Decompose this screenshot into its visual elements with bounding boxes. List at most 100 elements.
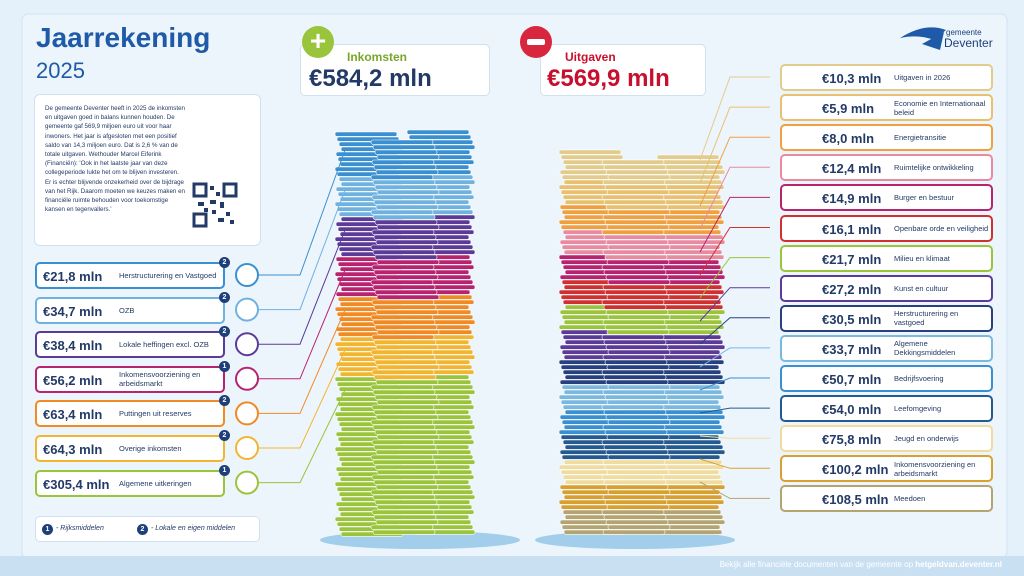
coin — [371, 439, 435, 445]
coin — [658, 264, 722, 270]
coin — [660, 234, 724, 240]
logo-mark — [900, 27, 946, 50]
income-label: Inkomsten — [347, 50, 408, 64]
coin — [603, 234, 667, 240]
connector — [699, 166, 770, 230]
badge: 2 — [219, 430, 230, 441]
coin — [607, 489, 671, 495]
connector — [699, 106, 770, 184]
coin — [603, 339, 667, 345]
title: Jaarrekening — [36, 22, 211, 53]
coin — [661, 359, 725, 365]
coin — [376, 259, 440, 265]
coin — [605, 449, 669, 455]
coin — [371, 334, 435, 340]
label: Inkomensvoorziening en arbeidsmarkt — [119, 370, 201, 389]
coin — [660, 339, 724, 345]
coin — [375, 274, 439, 280]
minus-icon — [520, 26, 552, 58]
amount: €30,5 mln — [822, 311, 882, 327]
amount: €21,7 mln — [822, 251, 882, 267]
coin — [661, 429, 725, 435]
coin — [372, 354, 436, 360]
coin — [607, 524, 671, 530]
footer-text: Bekijk alle financiële documenten van de… — [719, 560, 914, 569]
amount: €63,4 mln — [43, 407, 103, 423]
coin — [372, 494, 436, 500]
coin — [658, 159, 722, 165]
coin — [656, 154, 720, 160]
coin — [373, 234, 437, 240]
legend-badge: 1 — [42, 524, 53, 535]
income-row: €34,7 mln OZB 2 — [35, 291, 230, 324]
badge: 2 — [219, 257, 230, 268]
coin — [374, 359, 438, 365]
coin — [661, 394, 725, 400]
label: Openbare orde en veiligheid — [894, 223, 989, 233]
coin — [606, 294, 670, 300]
coin — [602, 319, 666, 325]
coin — [408, 134, 472, 140]
badge: 2 — [219, 291, 230, 303]
amount: €108,5 mln — [822, 492, 889, 508]
coin — [604, 184, 668, 190]
coin — [370, 419, 434, 425]
coin — [602, 459, 666, 465]
intro-text: De gemeente Deventer heeft in 2025 de in… — [45, 105, 185, 214]
coin — [374, 429, 438, 435]
coin — [374, 289, 438, 295]
coin — [374, 149, 438, 155]
coin — [376, 469, 440, 475]
coin — [659, 494, 723, 500]
label: Energietransitie — [894, 133, 947, 143]
coin — [376, 434, 440, 440]
coin — [604, 359, 668, 365]
coin — [603, 304, 667, 310]
label: Inkomensvoorziening en arbeidsmarkt — [894, 459, 976, 478]
connector — [699, 407, 770, 414]
income-total: Inkomsten €584,2 mln — [300, 44, 490, 96]
label: Burger en bestuur — [894, 193, 955, 203]
coin — [658, 369, 722, 375]
coin — [371, 404, 435, 410]
badge: 2 — [219, 326, 230, 338]
coin — [376, 154, 440, 160]
intro-card: De gemeente Deventer heeft in 2025 de in… — [35, 95, 260, 245]
coin — [658, 299, 722, 305]
amount: €14,9 mln — [822, 191, 882, 207]
coin — [606, 434, 670, 440]
coin — [371, 299, 435, 305]
connector — [699, 317, 770, 345]
coin — [662, 484, 726, 490]
coin — [607, 454, 671, 460]
coin — [371, 194, 435, 200]
icon — [235, 366, 259, 391]
coin — [370, 454, 434, 460]
coin — [374, 324, 438, 330]
coin — [376, 224, 440, 230]
coin — [605, 239, 669, 245]
footer: Bekijk alle financiële documenten van de… — [720, 560, 1002, 569]
year: 2025 — [36, 58, 85, 83]
coin — [604, 499, 668, 505]
coin — [661, 254, 725, 260]
coin — [662, 239, 726, 245]
coin — [376, 329, 440, 335]
coin — [662, 449, 726, 455]
expense-row: €54,0 mln Leefomgeving — [780, 395, 993, 423]
coin — [374, 254, 438, 260]
coin — [661, 184, 725, 190]
coin — [660, 479, 724, 485]
connector — [699, 136, 770, 207]
icon — [235, 401, 259, 426]
coin — [601, 369, 665, 375]
coin — [605, 414, 669, 420]
connector — [258, 149, 346, 276]
coin — [601, 334, 665, 340]
expense-amount: €569,9 mln — [547, 65, 670, 92]
amount: €56,2 mln — [43, 372, 103, 388]
coin — [602, 389, 666, 395]
expense-row: €27,2 mln Kunst en cultuur — [780, 274, 993, 302]
expense-row: €12,4 mln Ruimtelijke ontwikkeling — [780, 154, 993, 182]
coin — [372, 249, 436, 255]
